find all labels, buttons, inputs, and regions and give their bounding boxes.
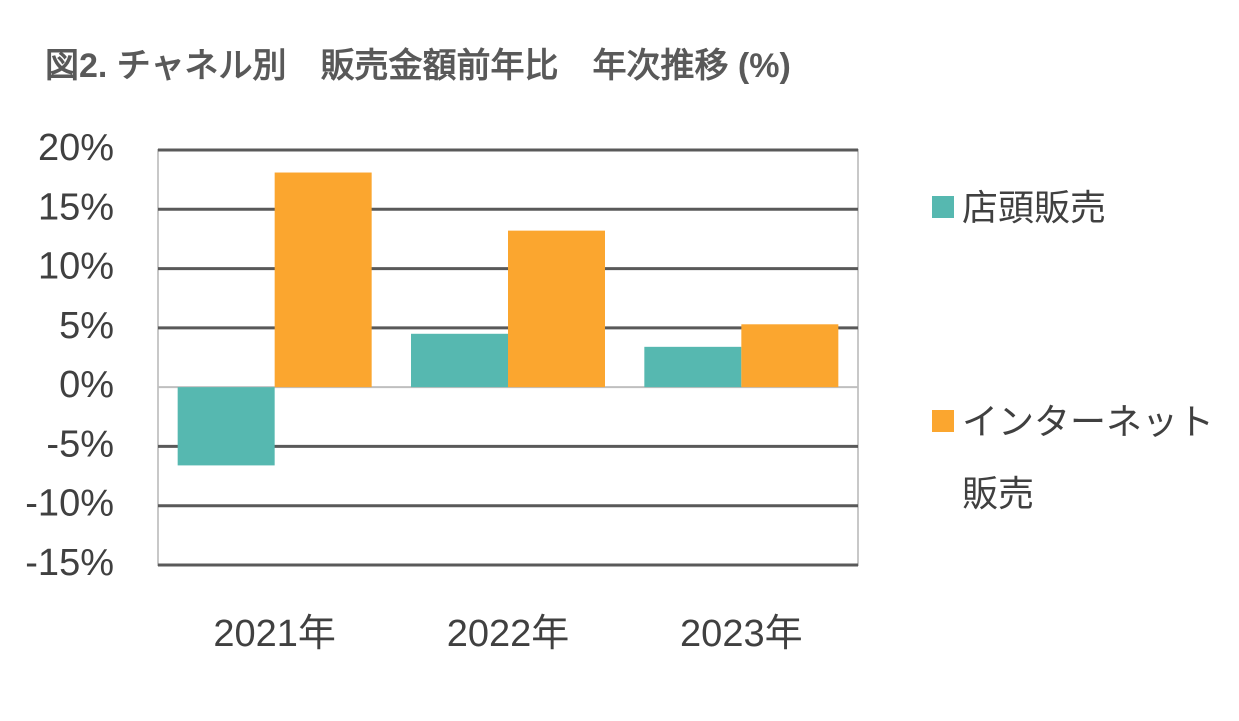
y-tick-label: -15% xyxy=(25,542,114,584)
y-tick-label: 10% xyxy=(38,246,114,288)
bar xyxy=(644,346,742,388)
y-tick-label: 15% xyxy=(38,186,114,228)
y-tick-label: -5% xyxy=(46,423,114,465)
x-tick-label: 2021年 xyxy=(213,613,336,655)
bar xyxy=(177,387,275,466)
legend: 店頭販売インターネット販売 xyxy=(932,180,1222,680)
bar xyxy=(508,230,605,388)
chart-title: 図2. チャネル別 販売金額前年比 年次推移 (%) xyxy=(45,46,791,85)
y-tick-label: -10% xyxy=(25,483,114,525)
legend-swatch xyxy=(932,196,954,218)
y-tick-label: 5% xyxy=(59,305,114,347)
legend-label: 店頭販売 xyxy=(962,187,1107,228)
x-tick-label: 2022年 xyxy=(447,613,570,655)
bar xyxy=(741,324,839,388)
legend-label: インターネット販売 xyxy=(962,401,1215,514)
legend-item: インターネット販売 xyxy=(932,394,1222,530)
x-tick-label: 2023年 xyxy=(680,613,803,655)
y-tick-label: 20% xyxy=(38,127,114,169)
y-tick-label: 0% xyxy=(59,364,114,406)
bar xyxy=(274,172,372,388)
legend-item: 店頭販売 xyxy=(932,180,1222,244)
legend-swatch xyxy=(932,410,954,432)
bar xyxy=(411,333,508,388)
